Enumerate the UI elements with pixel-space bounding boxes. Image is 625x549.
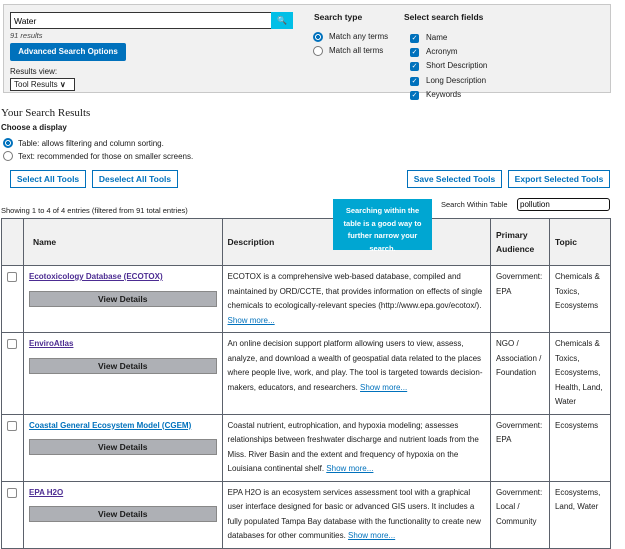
export-selected-button[interactable]: Export Selected Tools [508,170,610,188]
text-display-label: Text: recommended for those on smaller s… [18,152,194,161]
row-checkbox[interactable] [7,420,17,431]
tool-audience: Government: EPA [490,413,550,482]
view-details-button[interactable]: View Details [28,506,217,522]
tool-link[interactable]: EnviroAtlas [28,339,74,348]
row-checkbox[interactable] [7,339,17,349]
tool-topic: Chemicals & Toxics, Ecosystems [548,265,612,333]
table-display-label: Table: allows filtering and column sorti… [18,139,164,148]
short-description-field-label: Short Description [426,61,488,70]
search-type-title: Search type [314,12,363,22]
search-icon: 🔍 [277,16,287,25]
search-button[interactable]: 🔍 [271,12,293,29]
view-details-button[interactable]: View Details [28,439,217,455]
search-fields-title: Select search fields [404,12,484,22]
search-within-label: Search Within Table [441,200,508,209]
tool-link[interactable]: EPA H2O [28,487,64,497]
search-tip-tooltip: Searching within the table is a good way… [333,199,432,253]
view-details-button[interactable]: View Details [28,290,217,307]
results-view-label: Results view: [10,67,58,76]
acronym-field-label: Acronym [426,47,458,56]
name-field-label: Name [426,33,448,42]
name-column-header[interactable]: Name [22,218,223,266]
show-more-link[interactable]: Show more... [348,531,396,540]
tool-description: Coastal nutrient, eutrophication, and hy… [227,420,479,474]
match-all-label: Match all terms [329,46,384,55]
results-view-select[interactable]: Tool Results ∨ [10,78,75,91]
long-description-field-label: Long Description [426,76,487,85]
results-heading: Your Search Results [1,107,91,119]
tool-audience: Government: EPA [490,265,550,333]
save-selected-button[interactable]: Save Selected Tools [407,170,502,188]
results-table: Name Description Primary Audience Topic … [1,218,612,549]
acronym-checkbox[interactable]: ✓ [410,48,419,57]
short-description-checkbox[interactable]: ✓ [410,62,419,71]
results-count: 91 results [10,31,43,40]
long-description-checkbox[interactable]: ✓ [410,77,419,86]
row-checkbox[interactable] [7,272,17,282]
text-display-radio[interactable] [3,151,13,161]
select-all-button[interactable]: Select All Tools [10,170,86,188]
show-more-link[interactable]: Show more... [227,315,275,325]
results-view-value: Tool Results [14,80,58,89]
tool-description: ECOTOX is a comprehensive web-based data… [227,272,483,310]
show-more-link[interactable]: Show more... [326,464,374,473]
audience-column-header[interactable]: Primary Audience [490,218,550,266]
tool-topic: Ecosystems [548,413,612,482]
keywords-field-label: Keywords [426,90,462,99]
row-checkbox[interactable] [7,487,17,498]
tool-link[interactable]: Ecotoxicology Database (ECOTOX) [28,272,163,281]
table-header-row: Name Description Primary Audience Topic [1,218,612,266]
display-title: Choose a display [1,123,67,132]
advanced-search-button[interactable]: Advanced Search Options [10,43,126,61]
table-row: EnviroAtlas View Details An online decisi… [1,332,612,415]
show-more-link[interactable]: Show more... [360,382,408,392]
tool-audience: Government: Local / Community [490,480,550,549]
tool-topic: Chemicals & Toxics, Ecosystems, Health, … [548,332,612,415]
tool-topic: Ecosystems, Land, Water [548,480,612,549]
select-column-header [1,218,24,266]
view-details-button[interactable]: View Details [28,357,217,374]
match-any-radio[interactable] [313,32,323,42]
table-display-radio[interactable] [3,138,13,148]
match-any-label: Match any terms [329,32,389,41]
entries-info: Showing 1 to 4 of 4 entries (filtered fr… [1,206,188,215]
table-row: Ecotoxicology Database (ECOTOX) View Deta… [1,265,612,333]
search-input[interactable] [10,12,272,29]
search-within-input[interactable] [517,198,610,211]
keywords-checkbox[interactable]: ✓ [410,91,419,100]
table-row: EPA H2O View Details EPA H2O is an ecosys… [1,480,612,549]
name-checkbox[interactable]: ✓ [410,34,419,43]
table-row: Coastal General Ecosystem Model (CGEM) Vi… [1,413,612,482]
match-all-radio[interactable] [313,46,323,56]
tool-audience: NGO / Association / Foundation [490,332,550,415]
tool-description: An online decision support platform allo… [227,339,483,392]
chevron-down-icon: ∨ [59,80,66,89]
topic-column-header[interactable]: Topic [548,218,612,266]
tool-link[interactable]: Coastal General Ecosystem Model (CGEM) [28,420,192,430]
deselect-all-button[interactable]: Deselect All Tools [92,170,178,188]
